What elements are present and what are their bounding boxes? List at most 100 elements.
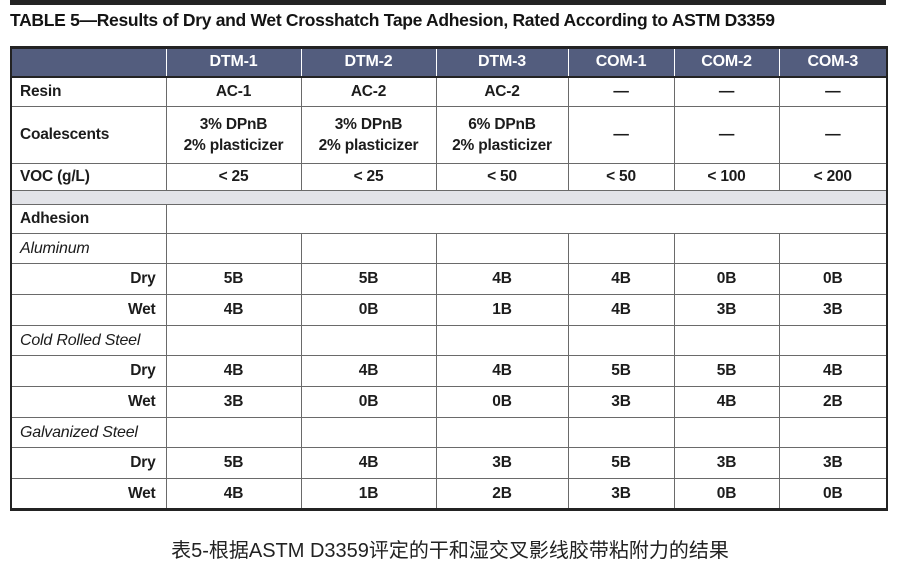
row-label: Resin [10, 76, 167, 107]
table-row: Wet 3B 0B 0B 3B 4B 2B [10, 386, 888, 418]
value-cell: — [673, 106, 780, 164]
value-cell: 3B [673, 294, 780, 326]
value-cell: 3B [673, 447, 780, 479]
value-cell: 5B [165, 263, 302, 295]
empty-cell [435, 417, 569, 448]
table-row: Aluminum [10, 233, 888, 264]
column-header: COM-1 [567, 47, 675, 78]
value-cell: 6% DPnB 2% plasticizer [435, 106, 569, 164]
value-cell: 4B [165, 478, 302, 510]
value-cell: 4B [165, 294, 302, 326]
condition-label: Wet [10, 294, 167, 326]
value-cell: < 200 [778, 163, 888, 191]
table-body: Resin AC-1 AC-2 AC-2— — — Coalescents 3% DPnB 2%… [10, 76, 888, 510]
value-cell: 5B [567, 355, 675, 387]
cell-line: 2% plasticizer [183, 137, 284, 154]
empty-cell [300, 417, 437, 448]
value-cell: 0B [435, 386, 569, 418]
section-label: Adhesion [10, 204, 167, 234]
section-empty-cell [165, 204, 888, 234]
value-cell: 0B [300, 386, 437, 418]
empty-cell [673, 233, 780, 264]
value-cell: < 50 [567, 163, 675, 191]
value-cell: — [567, 106, 675, 164]
value-cell: — [778, 106, 888, 164]
empty-cell [673, 417, 780, 448]
empty-cell [435, 233, 569, 264]
value-cell: 4B [435, 263, 569, 295]
value-cell: 5B [165, 447, 302, 479]
condition-label: Dry [10, 355, 167, 387]
value-cell: 4B [300, 355, 437, 387]
value-cell: 0B [300, 294, 437, 326]
value-cell: 3B [778, 294, 888, 326]
value-cell: 3% DPnB 2% plasticizer [300, 106, 437, 164]
value-cell: < 25 [165, 163, 302, 191]
empty-cell [567, 417, 675, 448]
value-cell: 3B [435, 447, 569, 479]
empty-cell [300, 233, 437, 264]
value-cell: 4B [567, 294, 675, 326]
condition-label: Dry [10, 263, 167, 295]
table-row: Wet 4B 0B 1B 4B 3B 3B [10, 294, 888, 326]
table-row: VOC (g/L) < 25 < 25 < 50 < 50 < 100 < 200 [10, 163, 888, 191]
value-cell: 1B [435, 294, 569, 326]
value-cell: — [673, 76, 780, 107]
empty-cell [165, 325, 302, 356]
separator-band [11, 190, 887, 205]
value-cell: 4B [300, 447, 437, 479]
value-cell: 0B [673, 263, 780, 295]
adhesion-table: DTM-1 DTM-2 DTM-3 COM-1 COM-2 COM-3 Resin AC-1… [10, 46, 888, 511]
value-cell: 4B [165, 355, 302, 387]
cell-line: 6% DPnB [468, 116, 536, 133]
table-row: Galvanized Steel [10, 417, 888, 448]
value-cell: 3B [778, 447, 888, 479]
table-row: Dry 5B 5B 4B 4B 0B 0B [10, 263, 888, 295]
value-cell: < 50 [435, 163, 569, 191]
value-cell: — [778, 76, 888, 107]
value-cell: 3B [165, 386, 302, 418]
column-header: DTM-1 [165, 47, 302, 78]
table-caption-zh: 表5-根据ASTM D3359评定的干和湿交叉影线胶带粘附力的结果 [171, 540, 729, 562]
table-row: Adhesion [10, 204, 888, 234]
empty-cell [778, 233, 888, 264]
empty-cell [778, 417, 888, 448]
value-cell: 4B [673, 386, 780, 418]
value-cell: 4B [778, 355, 888, 387]
row-label: Coalescents [10, 106, 167, 164]
value-cell: 5B [673, 355, 780, 387]
value-cell: 5B [300, 263, 437, 295]
empty-cell [165, 417, 302, 448]
empty-cell [165, 233, 302, 264]
empty-cell [567, 233, 675, 264]
empty-cell [567, 325, 675, 356]
separator-row [11, 190, 887, 205]
condition-label: Wet [10, 478, 167, 510]
value-cell: 1B [300, 478, 437, 510]
value-cell: — [567, 76, 675, 107]
table-header: DTM-1 DTM-2 DTM-3 COM-1 COM-2 COM-3 [11, 47, 887, 78]
table-row: Wet 4B 1B 2B 3B 0B 0B [10, 478, 888, 510]
condition-label: Dry [10, 447, 167, 479]
table-row: Coalescents 3% DPnB 2% plasticizer 3% DPnB 2… [10, 106, 888, 164]
substrate-label: Cold Rolled Steel [10, 325, 167, 356]
cell-line: 2% plasticizer [318, 137, 419, 154]
value-cell: 0B [778, 478, 888, 510]
table-row: Resin AC-1 AC-2 AC-2— — — [10, 76, 888, 107]
substrate-label: Galvanized Steel [10, 417, 167, 448]
empty-cell [778, 325, 888, 356]
value-cell: 3B [567, 386, 675, 418]
value-cell: 5B [567, 447, 675, 479]
value-cell: AC-2 [300, 76, 437, 107]
empty-cell [300, 325, 437, 356]
cropped-top-rule [10, 0, 886, 5]
value-cell: 0B [673, 478, 780, 510]
cell-line: 3% DPnB [334, 116, 403, 133]
corner-cell [11, 47, 167, 78]
value-cell: 3% DPnB 2% plasticizer [165, 106, 302, 164]
value-cell: 2B [435, 478, 569, 510]
cell-line: 2% plasticizer [452, 137, 552, 154]
table-row: Dry 4B 4B 4B 5B 5B 4B [10, 355, 888, 387]
header-row: DTM-1 DTM-2 DTM-3 COM-1 COM-2 COM-3 [11, 47, 887, 78]
